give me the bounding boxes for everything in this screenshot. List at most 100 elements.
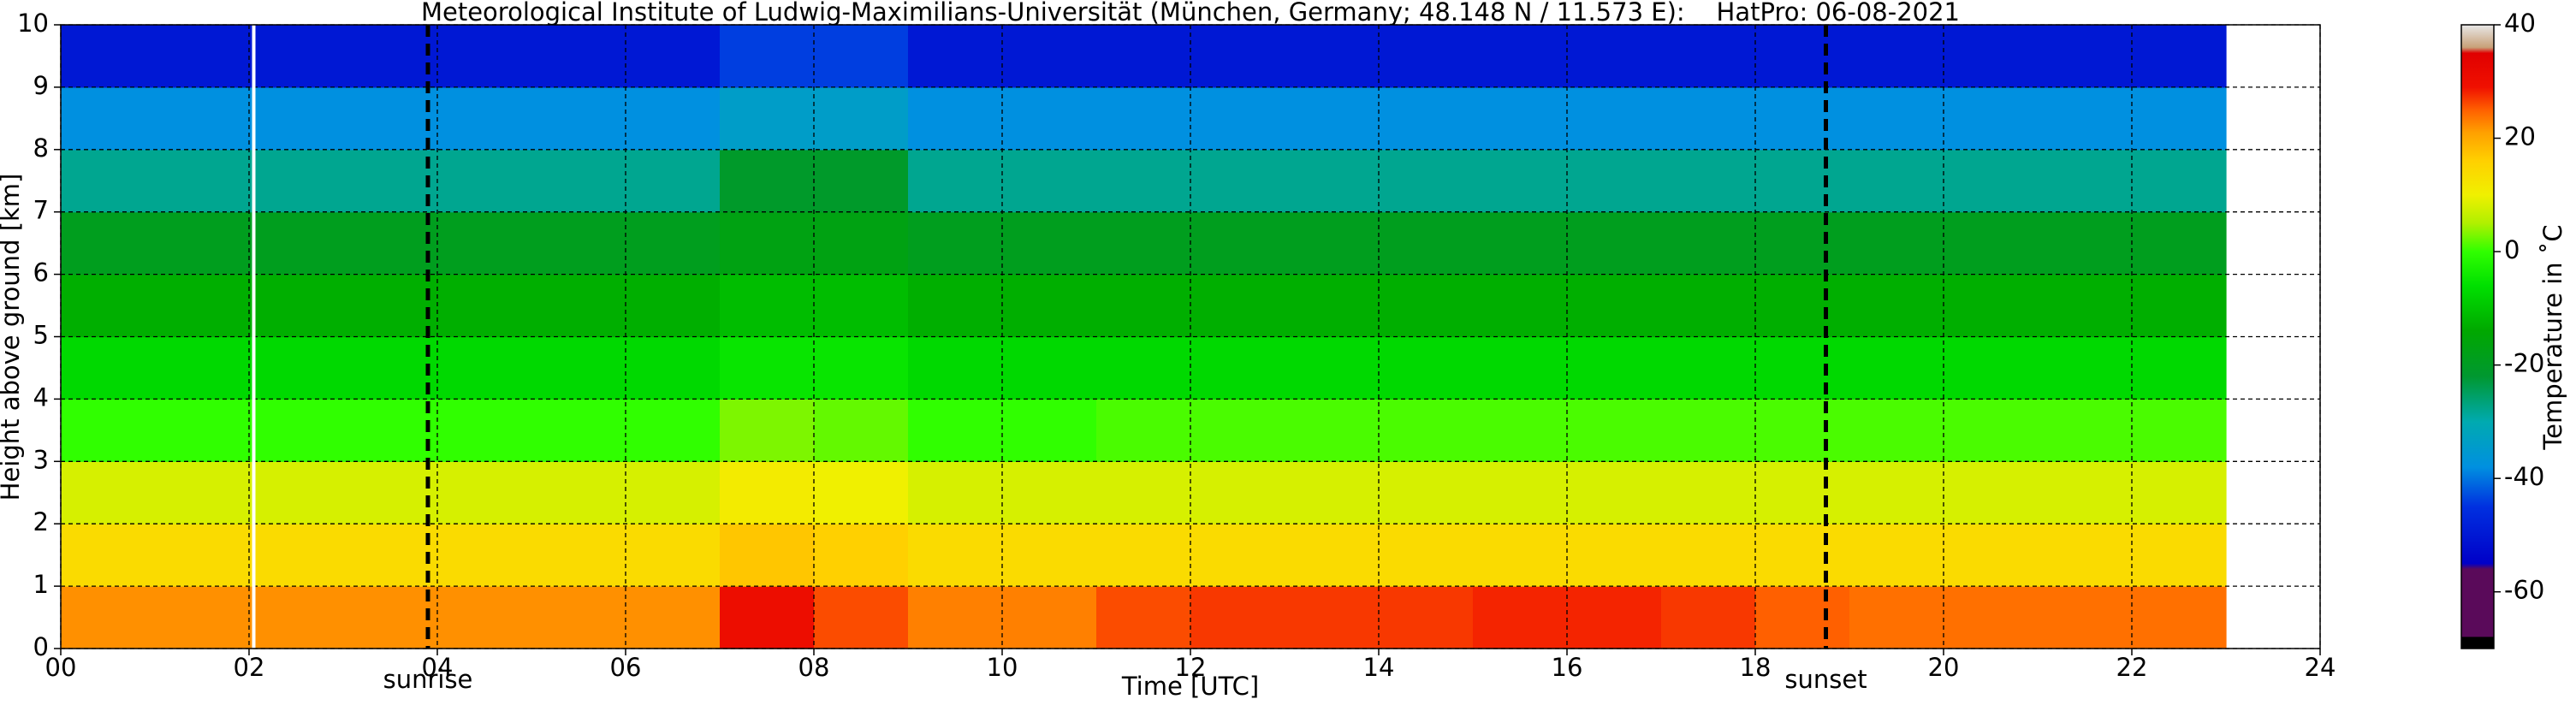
- heat-cell: [908, 86, 1003, 151]
- heat-cell: [249, 25, 344, 88]
- heat-cell: [908, 399, 1003, 462]
- heat-cell: [1190, 524, 1285, 587]
- colorbar-tick-label: 20: [2504, 122, 2536, 151]
- x-axis-label: Time [UTC]: [1121, 672, 1259, 701]
- heat-cell: [61, 399, 156, 462]
- heat-cell: [1379, 336, 1474, 400]
- heat-cell: [1944, 461, 2039, 524]
- heat-cell: [1379, 211, 1474, 275]
- x-tick-label: 16: [1552, 653, 1583, 682]
- heat-cell: [1944, 86, 2039, 151]
- heat-cell: [1661, 524, 1756, 587]
- heat-cell: [1944, 274, 2039, 338]
- heat-cell: [814, 524, 909, 587]
- heat-cell: [720, 211, 815, 275]
- heat-cell: [61, 211, 156, 275]
- heat-cell: [1661, 274, 1756, 338]
- heat-cell: [1473, 86, 1568, 151]
- heat-cell: [61, 149, 156, 213]
- y-axis-label: Height above ground [km]: [0, 174, 25, 501]
- heat-cell: [1755, 336, 1850, 400]
- heat-cell: [155, 25, 250, 88]
- heat-cell: [1096, 149, 1191, 213]
- heat-cell: [1567, 274, 1662, 338]
- heat-cell: [343, 461, 438, 524]
- heat-cell: [1849, 586, 1944, 649]
- y-tick-label: 3: [33, 445, 49, 474]
- heat-cell: [2038, 461, 2133, 524]
- heat-cell: [1944, 211, 2039, 275]
- heat-cell: [720, 336, 815, 400]
- heat-cell: [437, 211, 532, 275]
- heat-cell: [61, 461, 156, 524]
- heat-cell: [531, 86, 626, 151]
- heat-cell: [1002, 586, 1097, 649]
- heat-cell: [1473, 524, 1568, 587]
- heat-cell: [531, 524, 626, 587]
- heat-cell: [1002, 461, 1097, 524]
- heat-cell: [1567, 586, 1662, 649]
- heat-cell: [720, 524, 815, 587]
- heat-cell: [1755, 274, 1850, 338]
- heat-cell: [1285, 586, 1380, 649]
- heat-cell: [814, 211, 909, 275]
- heat-cell: [1567, 86, 1662, 151]
- x-tick-label: 14: [1363, 653, 1395, 682]
- heat-cell: [720, 86, 815, 151]
- heat-cell: [531, 461, 626, 524]
- heat-cell: [1002, 524, 1097, 587]
- heat-cell: [1285, 461, 1380, 524]
- heat-cell: [343, 274, 438, 338]
- heat-cell: [720, 461, 815, 524]
- heat-cell: [626, 336, 721, 400]
- heat-cell: [1661, 25, 1756, 88]
- heat-cell: [1755, 586, 1850, 649]
- x-tick-label: 12: [1175, 653, 1207, 682]
- heat-cell: [343, 399, 438, 462]
- heat-cell: [437, 86, 532, 151]
- heat-cell: [626, 86, 721, 151]
- heat-cell: [814, 461, 909, 524]
- heat-cell: [1096, 211, 1191, 275]
- y-tick-label: 10: [17, 9, 49, 38]
- heat-cell: [1755, 399, 1850, 462]
- heat-cell: [1002, 336, 1097, 400]
- heat-cell: [1190, 399, 1285, 462]
- heat-cell: [249, 86, 344, 151]
- heat-cell: [626, 461, 721, 524]
- event-label: sunset: [1784, 665, 1867, 694]
- y-tick-label: 7: [33, 196, 49, 225]
- heat-cell: [1661, 86, 1756, 151]
- x-tick-label: 18: [1740, 653, 1772, 682]
- plot-frame: [60, 24, 2321, 649]
- heat-cell: [1379, 25, 1474, 88]
- heat-cell: [1096, 274, 1191, 338]
- heat-cell: [2132, 461, 2227, 524]
- heat-cell: [61, 524, 156, 587]
- x-tick-label: 08: [798, 653, 830, 682]
- heat-cell: [908, 149, 1003, 213]
- heat-cell: [1661, 149, 1756, 213]
- y-tick-label: 8: [33, 133, 49, 163]
- heat-cell: [814, 86, 909, 151]
- x-tick-label: 22: [2116, 653, 2148, 682]
- heat-cell: [249, 274, 344, 338]
- heat-cell: [343, 25, 438, 88]
- heat-cell: [1755, 86, 1850, 151]
- heat-cell: [249, 461, 344, 524]
- heat-cell: [531, 399, 626, 462]
- heat-cell: [249, 211, 344, 275]
- heat-cell: [249, 149, 344, 213]
- heat-cell: [343, 86, 438, 151]
- heat-cell: [1190, 336, 1285, 400]
- heat-cell: [814, 336, 909, 400]
- heat-cell: [1944, 336, 2039, 400]
- heat-cell: [1096, 399, 1191, 462]
- colorbar-tick-label: -60: [2504, 576, 2544, 605]
- heat-cell: [1849, 211, 1944, 275]
- heat-cell: [908, 25, 1003, 88]
- heat-cell: [155, 524, 250, 587]
- heat-cell: [1567, 399, 1662, 462]
- heat-cell: [1379, 274, 1474, 338]
